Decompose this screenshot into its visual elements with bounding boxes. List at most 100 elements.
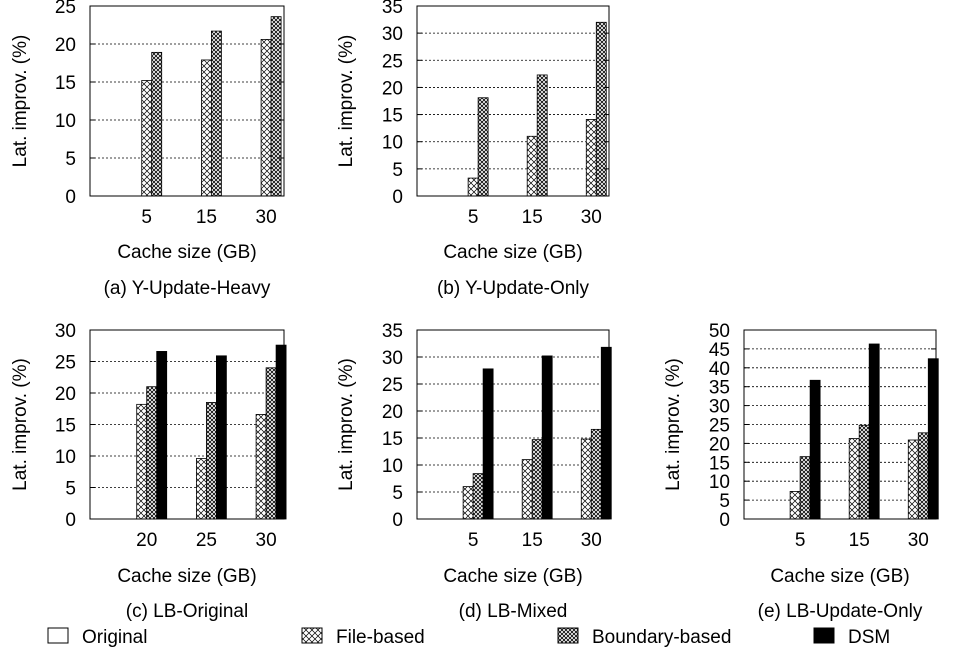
bar-dsm-20: [156, 351, 168, 520]
legend-label: File-based: [336, 627, 425, 648]
x-axis-label: Cache size (GB): [770, 566, 909, 587]
y-axis-label: Lat. improv. (%): [10, 35, 31, 168]
panel-caption: (b) Y-Update-Only: [437, 278, 590, 299]
y-tick-label: 45: [709, 340, 730, 361]
bar-file-based-20: [136, 403, 148, 520]
plot-frame: [416, 5, 610, 197]
bar-dsm-15: [868, 343, 880, 520]
x-tick-label: 15: [196, 207, 217, 228]
y-tick-label: 5: [65, 479, 76, 500]
y-tick-label: 25: [382, 375, 403, 396]
bar-file-based-5: [467, 177, 479, 197]
y-tick-label: 15: [55, 416, 76, 437]
y-tick-label: 5: [65, 149, 76, 170]
bar-boundary-based-30: [917, 432, 929, 520]
bar-file-based-15: [526, 135, 538, 197]
y-tick-label: 25: [382, 51, 403, 72]
y-axis-label: Lat. improv. (%): [663, 358, 684, 491]
bar-file-based-5: [141, 80, 153, 197]
legend-item-file-based: File-based: [301, 627, 425, 648]
bar-dsm-30: [275, 344, 287, 520]
bar-file-based-30: [255, 414, 267, 520]
x-tick-label: 5: [468, 207, 479, 228]
x-tick-label: 5: [795, 530, 806, 551]
y-tick-label: 30: [382, 24, 403, 45]
bar-file-based-5: [789, 491, 801, 520]
y-tick-label: 0: [65, 510, 76, 531]
bar-file-based-25: [195, 458, 207, 520]
x-tick-label: 30: [581, 207, 602, 228]
bar-boundary-based-5: [799, 456, 811, 520]
x-tick-label: 30: [256, 530, 277, 551]
y-tick-label: 0: [392, 510, 403, 531]
plot-frame: [89, 5, 285, 197]
bar-boundary-based-15: [858, 424, 870, 520]
y-tick-label: 10: [55, 111, 76, 132]
bar-file-based-15: [848, 438, 860, 520]
x-tick-label: 15: [522, 530, 543, 551]
bar-file-based-30: [260, 39, 272, 197]
bar-boundary-based-15: [210, 30, 222, 197]
legend-label: Boundary-based: [592, 627, 731, 648]
legend-swatch: [301, 627, 323, 644]
y-tick-label: 20: [55, 35, 76, 56]
y-axis-label: Lat. improv. (%): [10, 358, 31, 491]
legend-swatch: [557, 627, 579, 644]
y-tick-label: 25: [55, 353, 76, 374]
x-tick-label: 5: [468, 530, 479, 551]
chart-panel-4: 5 15 30 0 5 10 15 20 25 30 35 Lat. improv. (%) Cache…: [336, 321, 612, 622]
x-tick-label: 20: [136, 530, 157, 551]
bar-boundary-based-30: [590, 428, 602, 520]
panel-caption: (a) Y-Update-Heavy: [104, 278, 271, 299]
y-tick-label: 20: [709, 434, 730, 455]
y-tick-label: 40: [709, 359, 730, 380]
y-tick-label: 0: [719, 510, 730, 531]
y-tick-label: 10: [55, 447, 76, 468]
y-tick-label: 30: [55, 321, 76, 342]
y-axis-label: Lat. improv. (%): [336, 35, 357, 168]
bar-dsm-5: [809, 379, 821, 520]
y-tick-label: 5: [392, 160, 403, 181]
x-tick-label: 15: [849, 530, 870, 551]
bar-file-based-30: [907, 439, 919, 520]
y-tick-label: 5: [392, 483, 403, 504]
y-tick-label: 35: [382, 321, 403, 342]
bar-dsm-30: [600, 346, 612, 520]
y-tick-label: 10: [382, 456, 403, 477]
y-tick-label: 50: [709, 321, 730, 342]
y-tick-label: 35: [709, 378, 730, 399]
y-tick-label: 15: [55, 73, 76, 94]
bar-boundary-based-5: [151, 51, 163, 197]
chart-panel-2: 5 15 30 0 5 10 15 20 25 30 35 Lat. improv. (%) Cache…: [336, 0, 610, 299]
x-axis-label: Cache size (GB): [117, 242, 256, 263]
y-tick-label: 25: [709, 416, 730, 437]
x-tick-label: 15: [522, 207, 543, 228]
legend-item-boundary-based: Boundary-based: [557, 627, 731, 648]
legend: Original File-based Boundary-based DSM: [47, 627, 890, 648]
y-tick-label: 35: [382, 0, 403, 18]
bar-boundary-based-15: [531, 439, 543, 520]
y-tick-label: 10: [709, 472, 730, 493]
bar-dsm-15: [541, 355, 553, 520]
x-tick-label: 30: [256, 207, 277, 228]
bar-boundary-based-25: [205, 402, 217, 520]
bar-boundary-based-30: [265, 367, 277, 520]
panel-caption: (c) LB-Original: [126, 601, 248, 622]
y-tick-label: 15: [709, 453, 730, 474]
x-axis-label: Cache size (GB): [443, 566, 582, 587]
panel-caption: (e) LB-Update-Only: [758, 601, 923, 622]
y-tick-label: 15: [382, 429, 403, 450]
bar-file-based-30: [585, 119, 597, 197]
legend-label: Original: [82, 627, 147, 648]
x-tick-label: 30: [908, 530, 929, 551]
legend-label: DSM: [848, 627, 890, 648]
bar-boundary-based-15: [536, 74, 548, 197]
bar-boundary-based-30: [595, 21, 607, 197]
y-tick-label: 10: [382, 133, 403, 154]
bar-file-based-15: [200, 59, 212, 197]
bar-dsm-5: [482, 368, 494, 520]
chart-panel-1: 5 15 30 0 5 10 15 20 25 Lat. improv. (%) Cache siz…: [10, 0, 285, 299]
y-tick-label: 0: [392, 187, 403, 208]
